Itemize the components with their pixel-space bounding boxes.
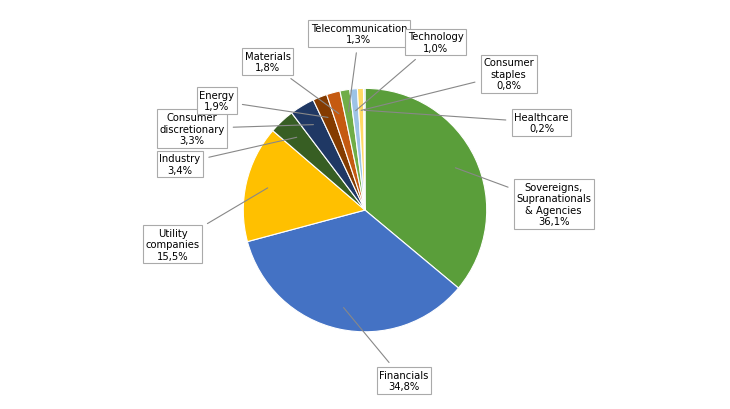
Wedge shape xyxy=(365,89,487,288)
Text: Healthcare
0,2%: Healthcare 0,2% xyxy=(364,111,569,134)
Wedge shape xyxy=(327,92,365,211)
Wedge shape xyxy=(273,114,365,211)
Wedge shape xyxy=(340,90,365,211)
Wedge shape xyxy=(313,95,365,211)
Wedge shape xyxy=(247,211,458,332)
Text: Financials
34,8%: Financials 34,8% xyxy=(344,308,429,391)
Text: Consumer
staples
0,8%: Consumer staples 0,8% xyxy=(361,58,534,111)
Text: Telecommunication
1,3%: Telecommunication 1,3% xyxy=(311,24,407,112)
Wedge shape xyxy=(350,90,365,211)
Text: Energy
1,9%: Energy 1,9% xyxy=(199,90,328,118)
Wedge shape xyxy=(358,89,365,211)
Text: Utility
companies
15,5%: Utility companies 15,5% xyxy=(145,189,268,261)
Text: Industry
3,4%: Industry 3,4% xyxy=(159,138,296,175)
Wedge shape xyxy=(243,131,365,242)
Text: Consumer
discretionary
3,3%: Consumer discretionary 3,3% xyxy=(160,112,313,146)
Wedge shape xyxy=(292,101,365,211)
Text: Sovereigns,
Supranationals
& Agencies
36,1%: Sovereigns, Supranationals & Agencies 36… xyxy=(456,169,591,227)
Text: Technology
1,0%: Technology 1,0% xyxy=(356,32,464,111)
Text: Materials
1,8%: Materials 1,8% xyxy=(245,52,339,115)
Wedge shape xyxy=(364,89,365,211)
